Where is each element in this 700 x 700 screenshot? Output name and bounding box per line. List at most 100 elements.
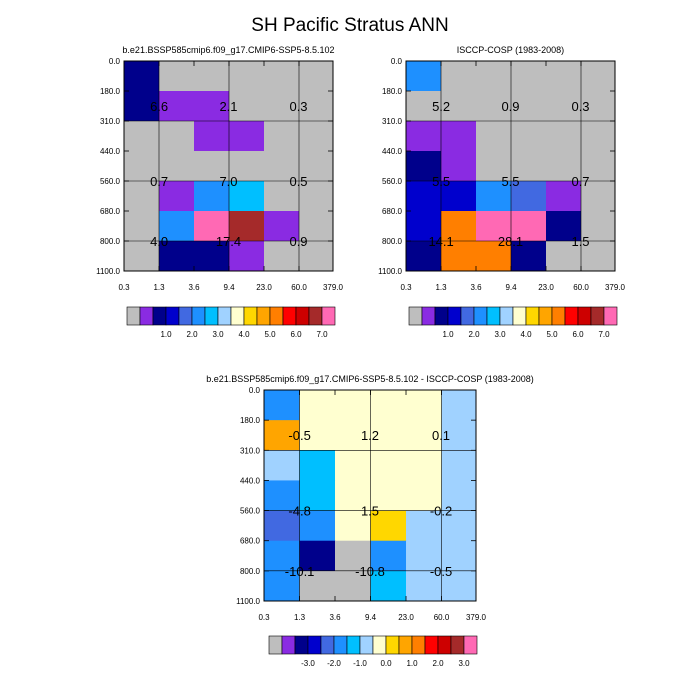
heatmap-cell (370, 420, 407, 451)
heatmap-cell (124, 181, 160, 212)
colorbar-box (473, 306, 488, 326)
y-tick-label: 680.0 (240, 537, 261, 546)
heatmap-cell (370, 450, 407, 481)
colorbar-box (346, 635, 361, 655)
heatmap-cell (159, 211, 195, 242)
colorbar-box (385, 635, 400, 655)
colorbar-box (269, 306, 284, 326)
x-tick-label: 0.3 (118, 283, 130, 292)
heatmap-cell (229, 151, 265, 182)
y-tick-label: 800.0 (240, 567, 261, 576)
colorbar-box (308, 306, 323, 326)
colorbar-box (590, 306, 605, 326)
colorbar-tick-label: -3.0 (301, 659, 315, 668)
colorbar-tick-label: 4.0 (520, 330, 532, 339)
value-label: 1.5 (571, 234, 589, 249)
colorbar-tick-label: 7.0 (598, 330, 610, 339)
heatmap-cell (299, 181, 334, 212)
y-tick-label: 0.0 (249, 386, 261, 395)
colorbar-box (139, 306, 154, 326)
heatmap-cell (124, 91, 160, 122)
heatmap-cell (124, 151, 160, 182)
value-label: 17.4 (216, 234, 241, 249)
heatmap-cell (335, 540, 372, 572)
heatmap-cell (511, 211, 547, 242)
heatmap-cell (299, 480, 336, 512)
value-label: 0.5 (289, 174, 307, 189)
heatmap-cell (546, 121, 582, 152)
heatmap-cell (264, 420, 301, 451)
colorbar-box (460, 306, 475, 326)
heatmap-cell (476, 211, 512, 242)
colorbar-box (437, 635, 452, 655)
heatmap-cell (159, 241, 195, 272)
colorbar-tick-label: 4.0 (238, 330, 250, 339)
plot-frame (405, 60, 616, 272)
x-tick-label: 1.3 (294, 613, 306, 622)
colorbar-box (564, 306, 579, 326)
value-label: 5.2 (432, 99, 450, 114)
y-tick-label: 800.0 (382, 237, 403, 246)
heatmap-cell (229, 61, 265, 92)
heatmap-cell (581, 181, 616, 212)
heatmap-cell (441, 241, 477, 272)
y-tick-label: 1100.0 (378, 267, 402, 276)
colorbar-box (230, 306, 245, 326)
panel-3: b.e21.BSSP585cmip6.f09_g17.CMIP6-SSP5-8.… (206, 374, 534, 668)
heatmap-cell (406, 91, 442, 122)
x-tick-label: 3.6 (188, 283, 200, 292)
heatmap-cell (299, 570, 336, 602)
heatmap-cell (546, 241, 582, 272)
colorbar-box (256, 306, 271, 326)
colorbar-tick-label: 2.0 (432, 659, 444, 668)
colorbar-box (525, 306, 540, 326)
colorbar-tick-label: 0.0 (380, 659, 392, 668)
y-tick-label: 310.0 (100, 117, 121, 126)
heatmap-cell (476, 181, 512, 212)
value-label: 0.1 (432, 428, 450, 443)
heatmap-cell (264, 61, 300, 92)
value-label: -4.8 (288, 503, 310, 518)
colorbar-box (152, 306, 167, 326)
plot-frame (123, 60, 334, 272)
heatmap-cell (511, 151, 547, 182)
heatmap-cell (264, 480, 301, 512)
heatmap-cell (581, 91, 616, 122)
value-label: 1.2 (361, 428, 379, 443)
panel-subtitle: b.e21.BSSP585cmip6.f09_g17.CMIP6-SSP5-8.… (206, 374, 534, 384)
heatmap-cell (335, 450, 372, 481)
x-tick-label: 3.6 (470, 283, 482, 292)
heatmap-cell (194, 211, 230, 242)
value-label: 1.5 (361, 503, 379, 518)
heatmap-cell (581, 211, 616, 242)
panel-subtitle: b.e21.BSSP585cmip6.f09_g17.CMIP6-SSP5-8.… (122, 45, 334, 55)
colorbar-box (320, 635, 335, 655)
heatmap-cell (124, 211, 160, 242)
heatmap-cell (159, 151, 195, 182)
x-tick-label: 3.6 (329, 613, 341, 622)
heatmap-cell (264, 540, 301, 572)
x-tick-label: 9.4 (223, 283, 235, 292)
colorbar-box (295, 306, 310, 326)
x-tick-label: 60.0 (434, 613, 450, 622)
value-label: 7.0 (219, 174, 237, 189)
heatmap-cell (546, 211, 582, 242)
panel-subtitle: ISCCP-COSP (1983-2008) (457, 45, 564, 55)
heatmap-cell (441, 151, 477, 182)
colorbar-box (333, 635, 348, 655)
heatmap-cell (299, 91, 334, 122)
plot-frame (263, 389, 477, 602)
heatmap-cell (335, 390, 372, 421)
y-tick-label: 0.0 (391, 57, 403, 66)
colorbar-box (434, 306, 449, 326)
heatmap-cell (441, 91, 477, 122)
colorbar-tick-label: 5.0 (546, 330, 558, 339)
value-label: 5.5 (432, 174, 450, 189)
colorbar-tick-label: 3.0 (212, 330, 224, 339)
heatmap-cell (299, 61, 334, 92)
heatmap-cell (511, 181, 547, 212)
x-tick-label: 23.0 (398, 613, 414, 622)
heatmap-cell (229, 241, 265, 272)
heatmap-cell (229, 211, 265, 242)
colorbar-tick-label: 6.0 (290, 330, 302, 339)
